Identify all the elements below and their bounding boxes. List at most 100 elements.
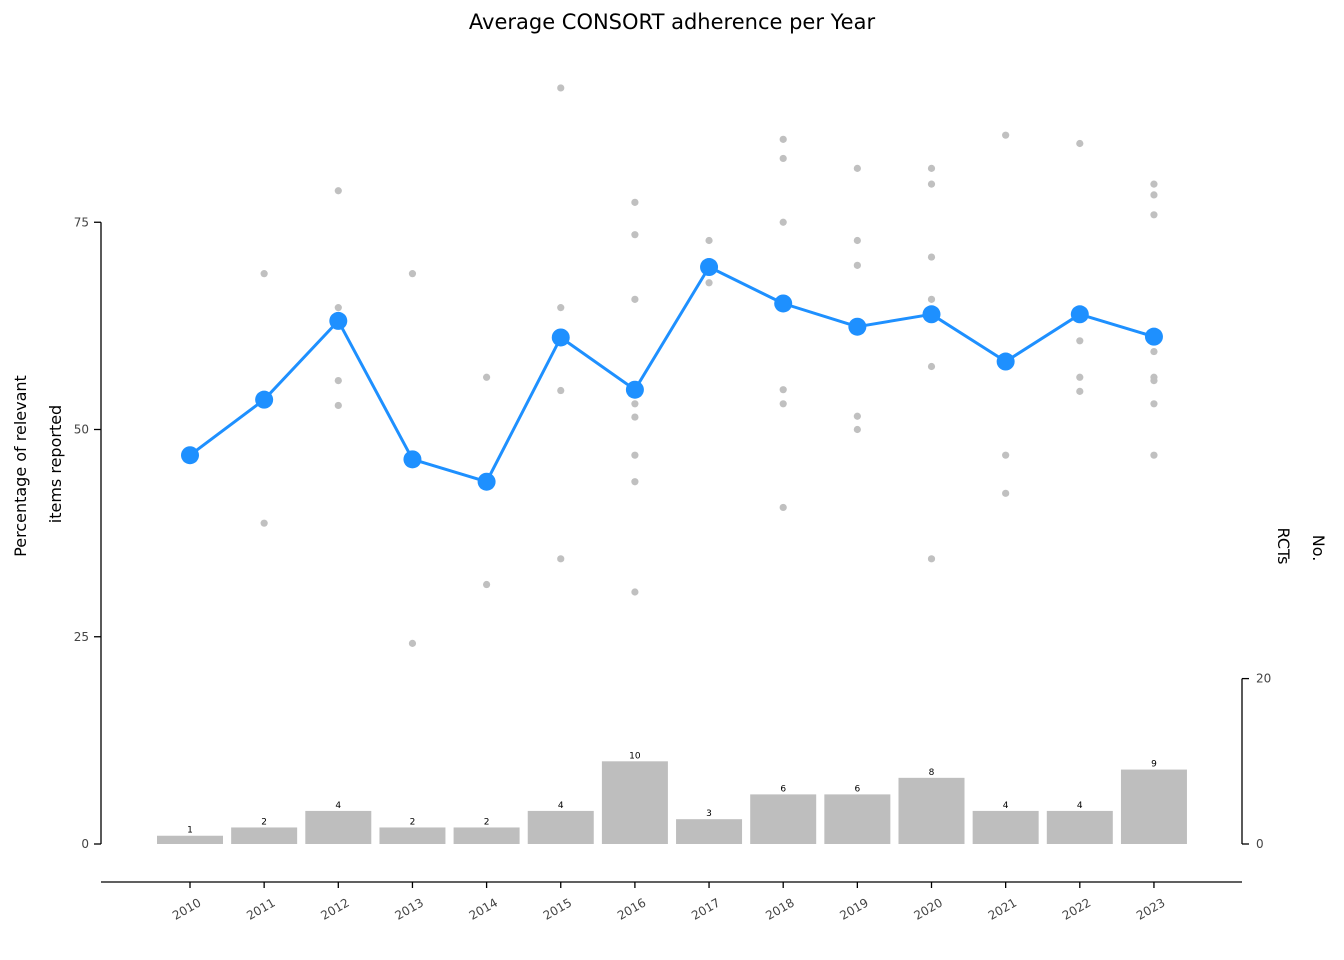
mean-point-2022 <box>1070 305 1089 324</box>
scatter-point-2012-5 <box>334 376 342 385</box>
bar-count-label-2016: 10 <box>629 751 641 761</box>
x-tick-label-2014: 2014 <box>467 895 500 922</box>
scatter-point-2012-3 <box>334 187 342 195</box>
y-tick-label-0: 0 <box>81 837 89 851</box>
bar-2021 <box>972 810 1039 844</box>
scatter-point-2020-39 <box>927 295 936 303</box>
scatter-point-2019-32 <box>853 236 861 245</box>
x-tick-label-2019: 2019 <box>837 895 870 922</box>
y2-tick-label-20: 20 <box>1256 672 1271 686</box>
y-tick-label-25: 25 <box>74 630 89 644</box>
bar-2015 <box>527 810 594 844</box>
y-axis-label-line1: Percentage of relevant <box>11 375 30 557</box>
bar-2016 <box>601 761 668 844</box>
scatter-point-2023-54 <box>1150 376 1158 385</box>
bar-count-label-2020: 8 <box>929 768 935 778</box>
scatter-point-2011-1 <box>260 270 268 278</box>
x-tick-label-2012: 2012 <box>318 895 351 922</box>
mean-line <box>189 265 1155 484</box>
bar-count-label-2015: 4 <box>558 801 564 811</box>
scatter-point-2013-7 <box>408 270 417 278</box>
scatter-point-2015-13 <box>557 386 565 395</box>
bar-2013 <box>379 827 446 844</box>
scatter-point-2012-4 <box>334 304 342 312</box>
bars-layer: 1 2 4 2 2 4 10 3 6 6 8 4 4 9 <box>157 751 1187 844</box>
x-tick-label-2023: 2023 <box>1134 895 1167 922</box>
y-axis-label-line2: items reported <box>46 405 65 523</box>
x-tick-label-2013: 2013 <box>392 895 425 922</box>
scatter-point-2015-11 <box>557 84 565 92</box>
x-tick-label-2011: 2011 <box>244 895 277 922</box>
scatter-point-2022-48 <box>1076 387 1084 395</box>
scatter-point-2018-27 <box>779 218 787 226</box>
bar-2018 <box>750 794 817 844</box>
scatter-point-2021-44 <box>1002 489 1010 497</box>
chart-title: Average CONSORT adherence per Year <box>469 10 876 34</box>
bar-2023 <box>1120 769 1187 844</box>
mean-point-2016 <box>625 380 644 399</box>
scatter-point-2021-42 <box>1002 131 1010 139</box>
bar-2017 <box>676 819 743 844</box>
scatter-point-2017-23 <box>705 236 713 245</box>
scatter-point-2023-52 <box>1150 347 1158 356</box>
bar-2019 <box>824 794 891 844</box>
y2-axis-label-line1: No. <box>1309 535 1328 562</box>
scatter-point-2018-28 <box>779 386 787 394</box>
scatter-point-2023-55 <box>1150 400 1158 408</box>
scatter-point-2012-6 <box>334 401 342 410</box>
mean-point-2021 <box>996 352 1015 371</box>
mean-point-2020 <box>922 305 941 324</box>
scatter-point-2022-45 <box>1076 139 1084 148</box>
x-tick-label-2016: 2016 <box>615 895 648 922</box>
x-tick-label-2017: 2017 <box>689 895 722 922</box>
scatter-point-2022-46 <box>1076 337 1084 345</box>
scatter-point-2015-14 <box>557 555 565 563</box>
bar-count-label-2013: 2 <box>410 817 416 827</box>
bar-2014 <box>453 827 520 844</box>
scatter-point-2023-50 <box>1150 191 1158 199</box>
bar-count-label-2019: 6 <box>854 784 860 794</box>
scatter-point-2019-33 <box>853 261 861 269</box>
bar-count-label-2023: 9 <box>1151 760 1157 770</box>
scatter-point-2016-18 <box>631 400 639 408</box>
mean-point-2012 <box>329 311 348 330</box>
scatter-point-2016-20 <box>631 451 639 459</box>
mean-point-2017 <box>700 258 719 277</box>
x-tick-label-2020: 2020 <box>912 895 945 922</box>
bar-count-label-2018: 6 <box>780 784 786 794</box>
scatter-point-2016-17 <box>631 295 639 303</box>
mean-point-2010 <box>181 446 199 465</box>
scatter-point-2018-30 <box>779 503 787 512</box>
scatter-point-2013-8 <box>408 639 417 647</box>
scatter-point-2016-19 <box>631 413 639 421</box>
bar-2020 <box>898 777 965 844</box>
bar-2022 <box>1046 810 1113 844</box>
bar-count-label-2014: 2 <box>484 817 490 827</box>
scatter-point-2018-26 <box>779 154 787 163</box>
bar-count-label-2011: 2 <box>261 817 267 827</box>
y2-tick-label-0: 0 <box>1256 837 1264 851</box>
bar-count-label-2017: 3 <box>706 809 712 819</box>
scatter-point-2019-35 <box>853 425 861 434</box>
scatter-point-2016-16 <box>631 231 639 239</box>
mean-point-2014 <box>477 472 496 491</box>
scatter-layer <box>186 84 1158 647</box>
scatter-point-2016-22 <box>631 588 639 596</box>
scatter-point-2011-2 <box>260 519 268 527</box>
scatter-point-2022-47 <box>1076 373 1084 381</box>
scatter-point-2015-12 <box>557 304 565 312</box>
bar-2011 <box>231 827 298 844</box>
bar-count-label-2012: 4 <box>335 801 341 811</box>
x-tick-label-2021: 2021 <box>986 895 1019 922</box>
scatter-point-2021-43 <box>1002 451 1010 459</box>
scatter-point-2017-24 <box>705 279 713 287</box>
scatter-point-2023-56 <box>1150 451 1158 459</box>
scatter-point-2016-15 <box>631 198 639 206</box>
mean-point-2018 <box>774 294 793 313</box>
y-tick-label-50: 50 <box>74 423 89 437</box>
bar-count-label-2021: 4 <box>1003 801 1009 811</box>
scatter-point-2019-34 <box>853 412 861 420</box>
line-layer <box>181 258 1163 491</box>
y2-axis-label-line2: RCTs <box>1274 528 1293 565</box>
